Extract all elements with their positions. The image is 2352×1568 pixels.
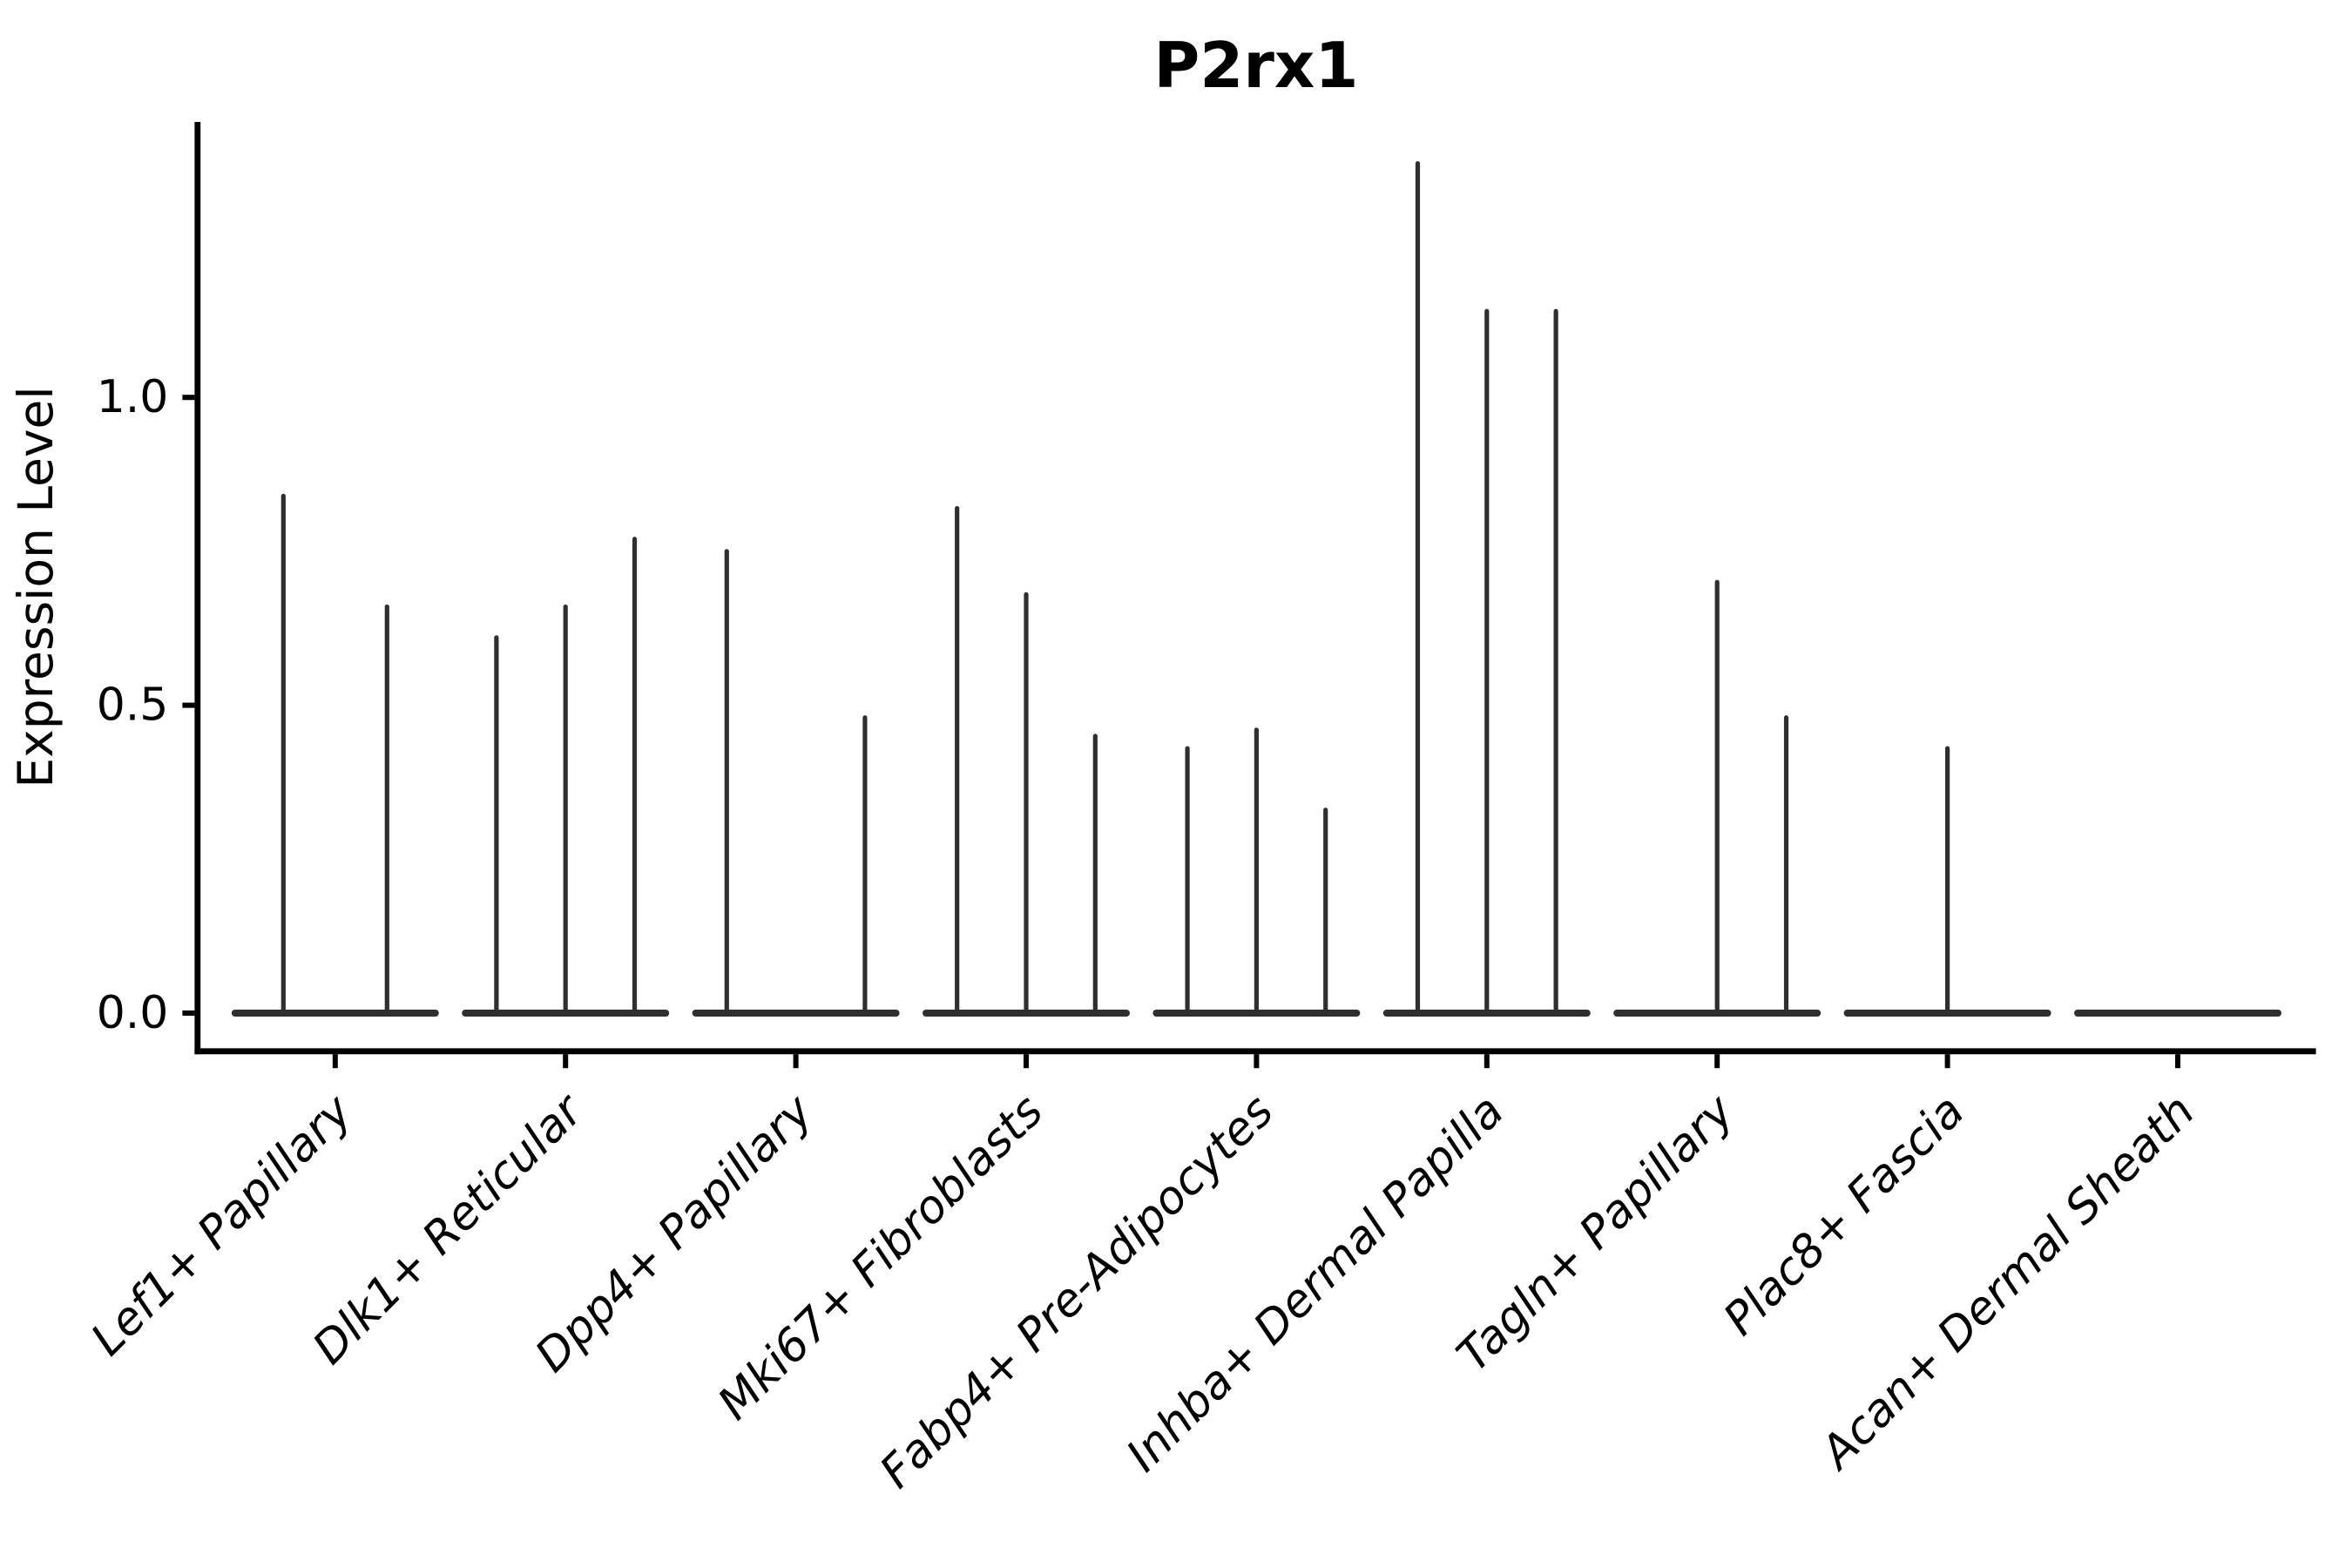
y-tick-label: 0.5	[97, 679, 169, 732]
y-axis-label: Expression Level	[8, 386, 64, 787]
x-tick-label: Fabp4+ Pre-Adipocytes	[870, 1085, 1284, 1499]
x-tick-label: Plac8+ Fascia	[1714, 1085, 1975, 1346]
y-tick-label: 0.0	[97, 987, 169, 1039]
chart-title: P2rx1	[1154, 29, 1359, 102]
x-tick-label: Acan+ Dermal Sheath	[1809, 1085, 2205, 1481]
x-tick-label: Inhba+ Dermal Papilla	[1117, 1085, 1514, 1483]
y-tick-label: 1.0	[97, 371, 169, 423]
